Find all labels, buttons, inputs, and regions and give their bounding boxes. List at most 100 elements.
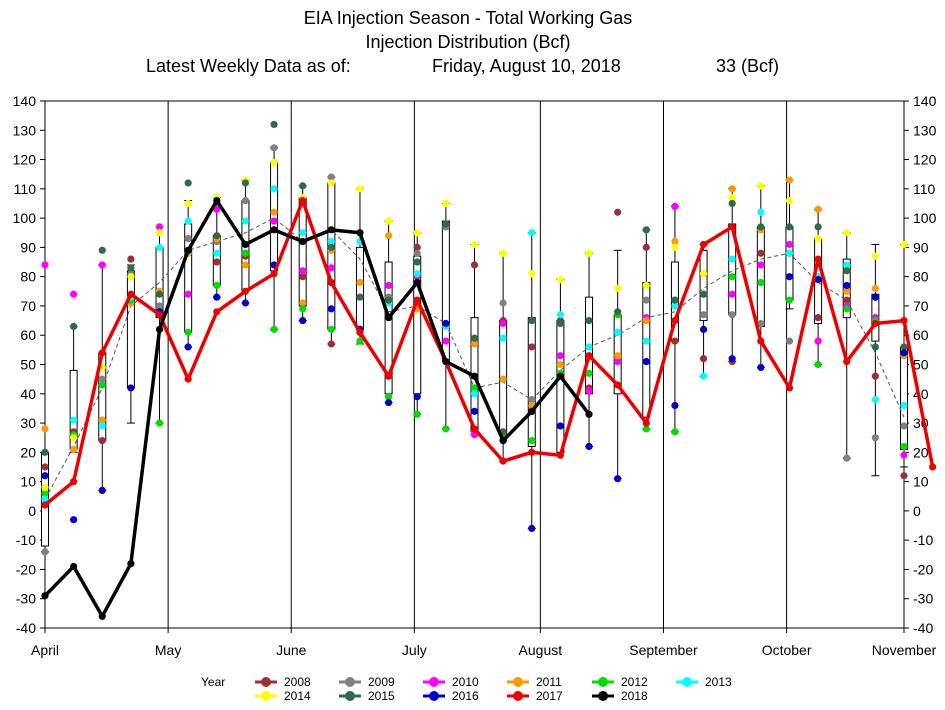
legend-label: 2017 [536, 689, 563, 703]
y-tick-label: 120 [13, 152, 37, 168]
data-point-2015 [528, 316, 536, 325]
data-point-2014 [413, 229, 421, 237]
legend-item-2016: 2016 [423, 689, 479, 703]
x-axis: April May June July August September October No… [31, 101, 937, 658]
data-point-2014 [499, 249, 507, 257]
series-marker-2017 [242, 288, 249, 295]
series-marker-2017 [471, 425, 478, 433]
series-marker-2017 [70, 478, 77, 485]
legend-item-2014: 2014 [255, 689, 311, 703]
data-point-2014 [585, 249, 593, 257]
data-point-2014 [41, 483, 49, 492]
y-tick-label: 140 [13, 93, 37, 109]
data-point-2014 [470, 240, 479, 249]
subtitle-date: Friday, August 10, 2018 [432, 56, 621, 76]
series-marker-2017 [41, 501, 49, 509]
y-tick-label: 90 [20, 239, 36, 255]
data-point-2011 [871, 284, 879, 292]
data-point-2016 [70, 516, 78, 524]
legend-swatch-dot [513, 677, 523, 687]
data-point-2012 [184, 328, 192, 336]
data-point-2013 [499, 334, 507, 342]
data-point-2010 [757, 261, 765, 269]
data-point-2010 [785, 240, 794, 249]
series-marker-2018 [41, 592, 49, 599]
legend-item-2015: 2015 [339, 689, 395, 703]
data-point-2014 [728, 194, 736, 202]
data-point-2013 [871, 396, 879, 404]
legend-item-2013: 2013 [676, 675, 732, 689]
y-tick-label: 20 [20, 444, 36, 460]
x-tick-label: August [519, 642, 563, 658]
series-marker-2017 [184, 375, 192, 383]
data-point-2012 [728, 273, 736, 281]
data-point-2012 [671, 428, 679, 436]
data-point-2011 [98, 416, 106, 424]
data-point-2015 [642, 226, 650, 234]
data-point-2011 [470, 340, 479, 348]
series-marker-2017 [270, 270, 278, 277]
series-marker-2018 [270, 226, 278, 234]
legend-item-2018: 2018 [592, 689, 648, 703]
series-marker-2017 [99, 349, 106, 356]
y-tick-label: 110 [14, 181, 37, 197]
data-point-2014 [671, 243, 679, 251]
series-marker-2017 [643, 419, 650, 427]
data-point-2012 [241, 249, 250, 257]
data-point-2015 [614, 308, 622, 316]
series-marker-2017 [385, 373, 392, 380]
data-point-2010 [270, 217, 278, 225]
data-point-2014 [871, 252, 879, 260]
data-point-2011 [642, 316, 650, 325]
box-iqr [900, 346, 908, 450]
series-marker-2018 [299, 238, 306, 245]
data-point-2016 [385, 398, 393, 407]
box-iqr [785, 226, 794, 301]
data-point-2015 [155, 290, 164, 298]
series-marker-2017 [213, 308, 220, 315]
data-point-2013 [757, 208, 765, 216]
data-point-2014 [757, 182, 765, 190]
data-point-2013 [413, 270, 421, 278]
data-point-2014 [699, 270, 708, 278]
data-point-2010 [70, 290, 78, 298]
data-point-2016 [585, 442, 593, 451]
data-point-2015 [184, 179, 192, 187]
data-point-2016 [41, 472, 49, 480]
data-point-2015 [327, 243, 335, 251]
data-point-2014 [385, 217, 393, 225]
legend-swatch-dot [513, 691, 523, 701]
data-point-2014 [442, 199, 450, 208]
legend-swatch-dot [598, 677, 608, 687]
y-tick-label: 130 [13, 122, 37, 138]
data-point-2013 [327, 237, 335, 246]
data-point-2008 [871, 372, 879, 380]
data-point-2012 [327, 325, 335, 333]
series-marker-2017 [585, 352, 593, 359]
data-point-2015 [585, 316, 593, 325]
data-point-2010 [814, 337, 822, 345]
data-point-2016 [241, 299, 250, 307]
data-point-2012 [98, 381, 106, 389]
y-tick-label: 50 [20, 357, 36, 373]
data-point-2008 [98, 437, 106, 445]
data-point-2010 [671, 202, 679, 210]
data-point-2010 [900, 451, 908, 459]
data-point-2013 [299, 229, 307, 237]
data-point-2012 [585, 369, 593, 377]
data-point-2008 [127, 255, 135, 263]
data-point-2015 [299, 182, 307, 190]
data-point-2015 [470, 334, 479, 342]
series-marker-2017 [127, 291, 135, 298]
data-point-2016 [642, 357, 650, 366]
data-point-2013 [41, 495, 49, 503]
data-point-2016 [528, 524, 536, 533]
series-marker-2017 [729, 223, 736, 231]
y-tick-label: -40 [16, 620, 36, 636]
data-point-2009 [41, 548, 49, 556]
series-marker-2018 [127, 560, 135, 567]
data-point-2015 [127, 264, 135, 272]
data-point-2013 [528, 229, 536, 237]
series-marker-2017 [557, 452, 564, 459]
